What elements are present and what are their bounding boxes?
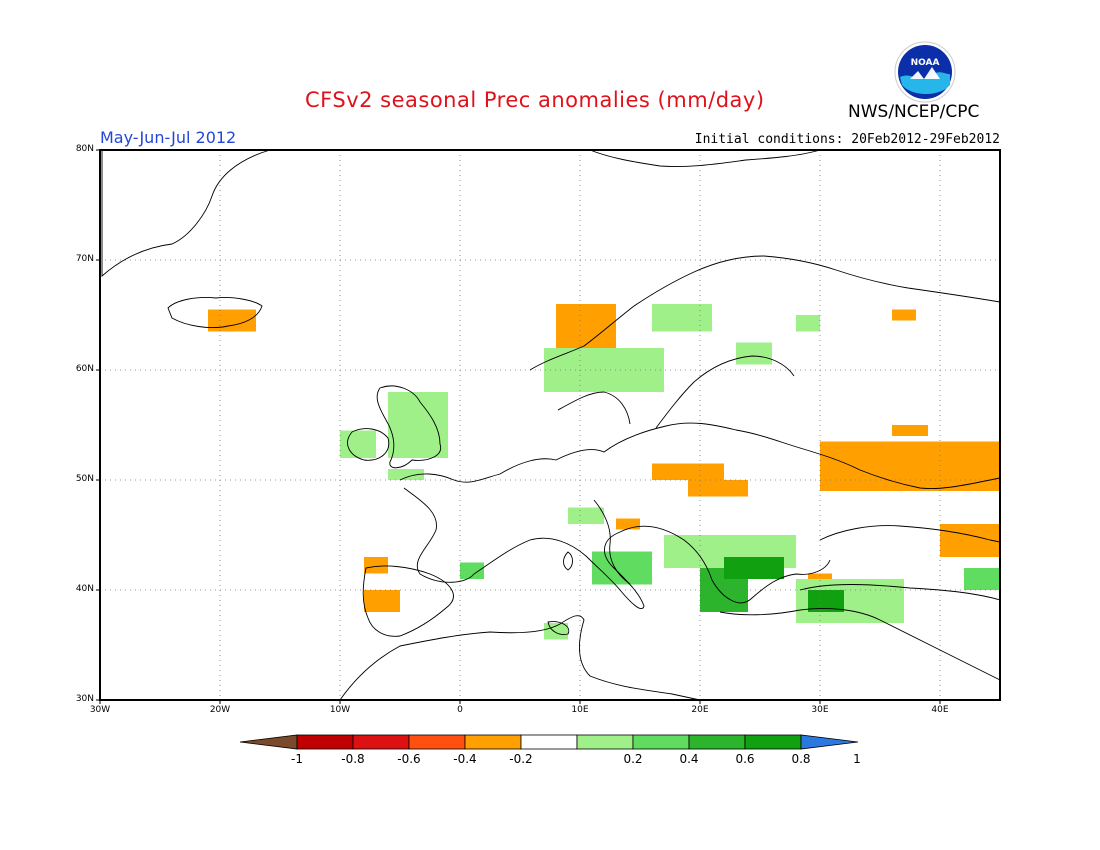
- longitude-label: 30W: [89, 705, 111, 715]
- colorbar-arrow-right: [800, 734, 859, 750]
- axis-ticks: [96, 149, 941, 704]
- colorbar-arrow-left: [239, 734, 298, 750]
- longitude-label: 10E: [571, 705, 589, 715]
- anomaly-cell: [388, 469, 424, 480]
- anomaly-cell: [652, 463, 724, 480]
- anomaly-cell: [892, 425, 928, 436]
- colorbar-label: 1: [853, 752, 861, 766]
- longitude-label: 0: [457, 705, 463, 715]
- anomaly-cell: [892, 309, 916, 321]
- longitude-label: 20E: [691, 705, 709, 715]
- colorbar-cell: [576, 734, 634, 750]
- noaa-logo-text: NOAA: [911, 58, 940, 68]
- colorbar-label: 0.6: [735, 752, 755, 766]
- latitude-label: 50N: [75, 474, 94, 484]
- anomaly-cell: [652, 304, 712, 332]
- anomaly-cell: [820, 441, 1000, 491]
- colorbar-label: -0.6: [397, 752, 421, 766]
- anomaly-cell: [364, 557, 388, 574]
- colorbar-cell: [688, 734, 746, 750]
- map-title: CFSv2 seasonal Prec anomalies (mm/day): [305, 88, 765, 112]
- anomaly-cells: [208, 304, 1000, 640]
- colorbar-label: 0.4: [679, 752, 699, 766]
- anomaly-cell: [340, 430, 376, 458]
- colorbar-cell: [520, 734, 578, 750]
- anomaly-cell: [460, 562, 484, 579]
- latitude-label: 80N: [75, 144, 94, 154]
- period-label: May-Jun-Jul 2012: [100, 128, 237, 147]
- colorbar-label: 0.8: [791, 752, 811, 766]
- latitude-label: 30N: [75, 694, 94, 704]
- colorbar-cell: [352, 734, 410, 750]
- anomaly-cell: [796, 315, 820, 332]
- anomaly-cell: [388, 392, 448, 458]
- anomaly-cell: [544, 348, 664, 392]
- colorbar-label: -0.2: [509, 752, 533, 766]
- colorbar-cell: [296, 734, 354, 750]
- colorbar-label: -1: [291, 752, 303, 766]
- anomaly-cell: [568, 507, 604, 524]
- longitude-label: 10W: [329, 705, 351, 715]
- colorbar-cells: [239, 734, 859, 750]
- map-frame: [99, 149, 1001, 701]
- anomaly-cell: [556, 304, 616, 348]
- latitude-label: 70N: [75, 254, 94, 264]
- colorbar-cell: [408, 734, 466, 750]
- lat-lon-gridlines: [100, 150, 1000, 700]
- anomaly-cell: [364, 590, 400, 612]
- initial-conditions-label: Initial conditions: 20Feb2012-29Feb2012: [694, 132, 1000, 147]
- colorbar-label: -0.8: [341, 752, 365, 766]
- agency-label: NWS/NCEP/CPC: [848, 102, 980, 122]
- anomaly-cell: [940, 524, 1000, 557]
- coastlines: [101, 149, 1001, 701]
- longitude-label: 30E: [811, 705, 829, 715]
- colorbar-cell: [464, 734, 522, 750]
- anomaly-cell: [964, 568, 1000, 590]
- anomaly-cell: [688, 480, 748, 497]
- noaa-logo: NOAA: [894, 41, 956, 103]
- colorbar-label: 0.2: [623, 752, 643, 766]
- latitude-label: 60N: [75, 364, 94, 374]
- colorbar-cell: [632, 734, 690, 750]
- colorbar-label: -0.4: [453, 752, 477, 766]
- latitude-label: 40N: [75, 584, 94, 594]
- colorbar-cell: [744, 734, 802, 750]
- anomaly-cell: [616, 518, 640, 530]
- longitude-label: 20W: [209, 705, 231, 715]
- anomaly-cell: [736, 342, 772, 365]
- longitude-label: 40E: [931, 705, 949, 715]
- anomaly-cell: [592, 551, 652, 585]
- anomaly-cell: [724, 557, 784, 579]
- anomaly-cell: [808, 590, 844, 612]
